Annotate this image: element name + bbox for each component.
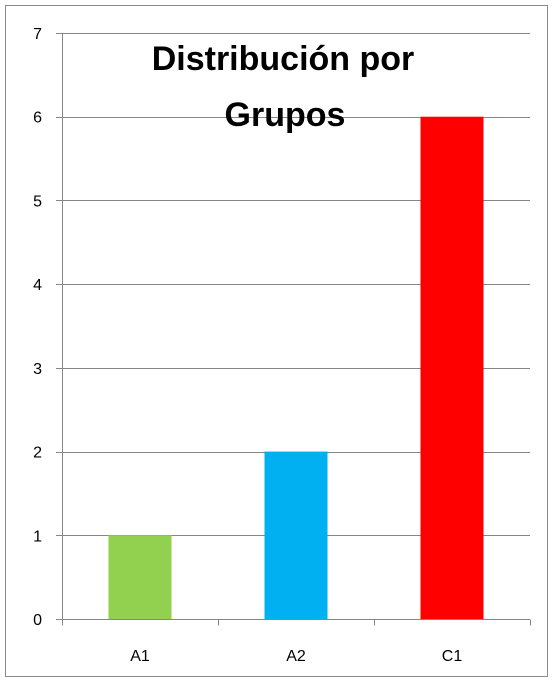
tick-labels: 0 1 2 3 4 5 6 7 A1 A2 C1	[33, 26, 462, 665]
y-tick-label: 1	[33, 528, 42, 545]
x-tick-label: A1	[130, 648, 150, 665]
y-tick-label: 7	[33, 26, 42, 43]
x-tick-label: C1	[442, 648, 463, 665]
y-tick-label: 2	[33, 445, 42, 462]
bar-a1	[108, 535, 172, 619]
y-tick-label: 5	[33, 193, 42, 210]
y-tick-label: 6	[33, 110, 42, 127]
x-tick-label: A2	[286, 648, 306, 665]
bars	[108, 116, 484, 619]
bar-c1	[420, 116, 484, 619]
axes	[56, 33, 531, 626]
y-tick-label: 3	[33, 361, 42, 378]
chart-title-line-2: Grupos	[225, 96, 346, 134]
bar-a2	[264, 451, 328, 619]
y-tick-label: 0	[33, 612, 42, 629]
y-tick-label: 4	[33, 277, 42, 294]
chart-title-line-1: Distribución por	[152, 40, 415, 78]
